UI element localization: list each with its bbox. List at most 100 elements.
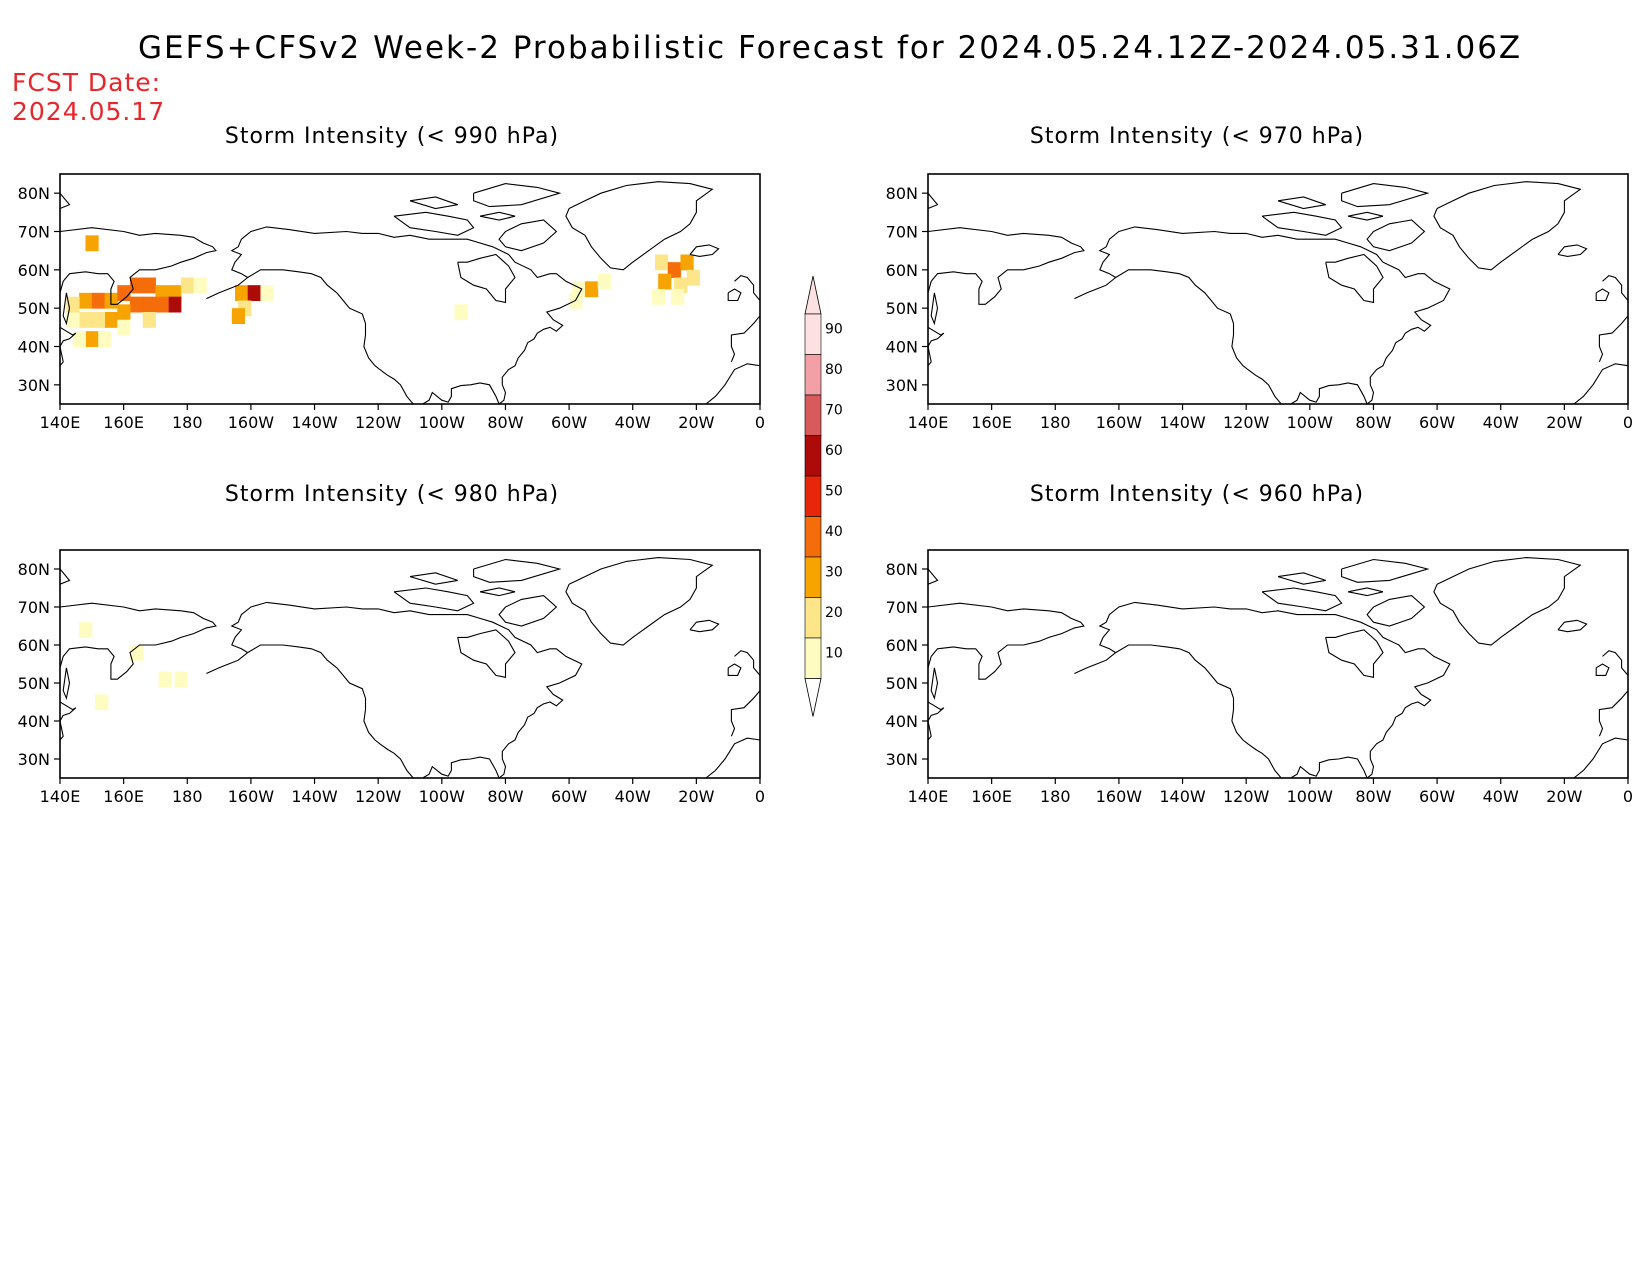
colorbar-level-label: 30	[825, 565, 843, 581]
coastline	[1098, 601, 1451, 778]
probability-cell	[142, 312, 156, 328]
probability-cell	[680, 254, 694, 271]
map-panel-970: 140E 160E 180 160W 140W 120W 100W 80W 60W 40W 20W 0…	[886, 173, 1633, 432]
lat-tick-label: 50N	[18, 674, 50, 693]
coastline	[1074, 652, 1117, 675]
lon-tick-label: 100W	[419, 413, 466, 432]
lon-tick-label: 60W	[551, 413, 587, 432]
coastline	[1602, 650, 1628, 676]
coastline	[393, 587, 475, 612]
probability-cell	[235, 285, 249, 301]
lon-tick-label: 80W	[487, 787, 523, 806]
lat-tick-label: 40N	[886, 712, 918, 731]
colorbar-level-label: 70	[825, 403, 843, 419]
lon-tick-label: 100W	[1287, 787, 1334, 806]
coastline	[1573, 737, 1628, 778]
probability-cell	[155, 296, 169, 313]
colorbar-swatch	[804, 597, 822, 639]
coastline	[62, 292, 71, 326]
probability-cell	[104, 312, 118, 328]
coastline	[727, 663, 742, 676]
colorbar-level-label: 50	[825, 484, 843, 500]
lon-tick-label: 160W	[1096, 787, 1143, 806]
lon-tick-label: 0	[1623, 787, 1633, 806]
lon-tick-label: 160W	[1096, 413, 1143, 432]
lon-tick-label: 180	[1040, 787, 1071, 806]
probability-cell	[79, 312, 93, 328]
lon-tick-label: 180	[172, 413, 203, 432]
lon-tick-label: 60W	[1419, 787, 1455, 806]
probability-cell	[193, 277, 207, 294]
coastline	[1598, 315, 1628, 363]
coastline	[928, 602, 1085, 680]
coastline	[60, 227, 217, 305]
coastline	[479, 211, 516, 221]
lon-tick-label: 40W	[615, 787, 651, 806]
lon-tick-label: 120W	[1223, 413, 1270, 432]
colorbar-level-label: 10	[825, 646, 843, 662]
coastline	[457, 253, 516, 304]
probability-cell	[655, 254, 669, 271]
coastline	[1347, 587, 1384, 597]
probability-cell	[597, 273, 611, 290]
coastline	[60, 326, 77, 367]
coastline	[498, 219, 558, 252]
lon-tick-label: 160E	[103, 413, 144, 432]
probability-cell	[260, 285, 274, 301]
lat-tick-label: 80N	[18, 560, 50, 579]
colorbar-level-label: 20	[825, 605, 843, 621]
lon-tick-label: 0	[755, 413, 765, 432]
colorbar-level-label: 40	[825, 524, 843, 540]
coastline	[409, 572, 458, 585]
probability-cell	[142, 277, 156, 294]
lon-tick-label: 180	[1040, 413, 1071, 432]
coastline	[705, 737, 760, 778]
coastline	[1074, 277, 1117, 300]
coastline	[1341, 558, 1430, 583]
coastline	[928, 701, 945, 741]
probability-cell	[686, 269, 701, 286]
probability-cell	[79, 292, 93, 309]
probability-cell	[79, 622, 93, 638]
lon-tick-label: 120W	[355, 413, 402, 432]
coastline	[730, 690, 760, 737]
colorbar-swatch	[804, 637, 822, 679]
colorbar-swatch	[804, 516, 822, 558]
coastline	[1557, 244, 1588, 257]
probability-cell	[168, 296, 182, 313]
lat-tick-label: 80N	[18, 184, 50, 203]
coastline	[1557, 619, 1588, 633]
coastline	[60, 192, 71, 210]
lat-tick-label: 50N	[886, 674, 918, 693]
lon-tick-label: 20W	[1546, 787, 1582, 806]
lon-tick-label: 0	[755, 787, 765, 806]
coastline	[730, 315, 760, 363]
lon-tick-label: 0	[1623, 413, 1633, 432]
lon-tick-label: 140W	[1159, 787, 1206, 806]
coastline	[473, 183, 562, 208]
coastline	[727, 288, 742, 302]
colorbar-swatch	[804, 475, 822, 517]
colorbar-swatch	[804, 394, 822, 436]
lon-tick-label: 120W	[1223, 787, 1270, 806]
probability-cell	[66, 312, 80, 328]
coastline	[928, 326, 945, 367]
lon-tick-label: 160W	[228, 413, 275, 432]
colorbar-swatch	[804, 435, 822, 477]
lat-tick-label: 40N	[886, 338, 918, 357]
map-frame	[927, 549, 1629, 779]
probability-cell	[130, 645, 144, 661]
panel-title-990: Storm Intensity (< 990 hPa)	[224, 124, 560, 149]
lat-tick-label: 60N	[886, 636, 918, 655]
coastline	[930, 292, 939, 326]
coastline	[689, 619, 720, 633]
panel-title-960: Storm Intensity (< 960 hPa)	[1029, 482, 1365, 507]
panel-title-970: Storm Intensity (< 970 hPa)	[1029, 124, 1365, 149]
lat-tick-label: 60N	[18, 261, 50, 280]
lat-tick-label: 80N	[886, 560, 918, 579]
lon-tick-label: 40W	[1483, 413, 1519, 432]
coastline	[230, 601, 583, 778]
coastline	[928, 227, 1085, 305]
map-panel-980: 140E 160E 180 160W 140W 120W 100W 80W 60W 40W 20W 0…	[18, 549, 765, 806]
coastline	[1098, 226, 1451, 404]
